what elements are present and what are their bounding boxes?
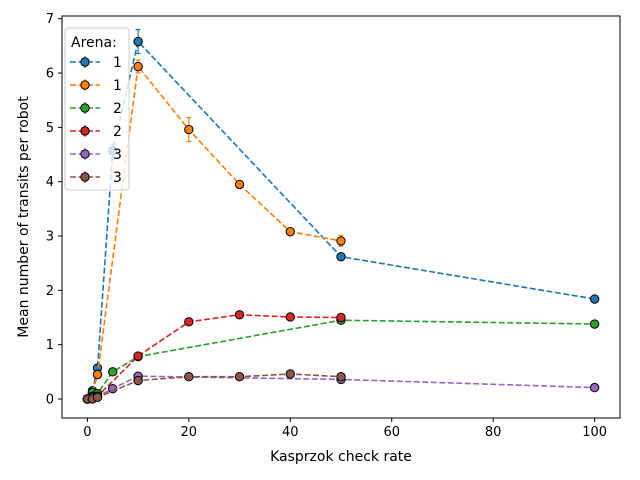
data-point	[108, 367, 118, 377]
x-tick-label: 40	[282, 425, 299, 440]
legend-label: 3	[113, 147, 122, 163]
legend-item: 1	[70, 55, 122, 71]
legend-item: 2	[70, 101, 122, 117]
legend-marker	[80, 80, 90, 90]
data-point	[234, 372, 245, 382]
data-point	[336, 312, 346, 323]
legend: Arena: 1 1 2 2 3 3	[64, 27, 130, 191]
y-axis-label: Mean number of transits per robot	[16, 96, 32, 338]
legend-label: 2	[113, 124, 122, 140]
data-point	[184, 124, 194, 135]
data-point	[285, 369, 295, 379]
legend-label: 3	[113, 170, 122, 186]
data-point	[589, 294, 600, 304]
legend-marker	[80, 172, 90, 182]
legend-label: 1	[113, 78, 122, 94]
x-tick-label: 100	[582, 425, 607, 440]
legend-marker	[80, 103, 90, 113]
y-tick-label: 6	[46, 67, 54, 82]
data-point	[184, 317, 194, 327]
data-point	[336, 372, 346, 382]
data-point	[133, 61, 143, 72]
legend-items: 1 1 2 2 3 3	[70, 55, 122, 186]
data-point	[92, 369, 103, 380]
y-tick-label: 3	[46, 230, 54, 245]
data-point	[285, 226, 295, 237]
legend-title: Arena:	[71, 35, 117, 51]
data-point	[133, 351, 143, 361]
plot-frame	[61, 15, 621, 419]
legend-marker	[80, 149, 90, 159]
legend-marker	[80, 126, 90, 136]
y-tick-label: 2	[46, 284, 54, 299]
data-point	[133, 36, 143, 47]
x-tick-label: 20	[181, 425, 198, 440]
x-axis-label: Kasprzok check rate	[270, 449, 412, 465]
x-tick-label: 0	[83, 425, 91, 440]
y-tick-label: 1	[46, 338, 54, 353]
legend-item: 3	[70, 170, 122, 186]
data-point	[336, 236, 346, 246]
legend-box	[64, 27, 130, 191]
y-tick-label: 4	[46, 175, 54, 190]
data-point	[589, 319, 600, 329]
y-tick-label: 7	[46, 12, 54, 27]
data-point	[336, 251, 346, 262]
y-tick-label: 0	[46, 392, 54, 407]
data-point	[234, 179, 245, 190]
legend-item: 2	[70, 124, 122, 140]
axis-ticks: 0 20 40 60 80 100 0 1 2 3 4 5 6 7	[46, 12, 607, 440]
x-tick-label: 80	[485, 425, 502, 440]
legend-item: 3	[70, 147, 122, 163]
y-tick-label: 5	[46, 121, 54, 136]
series-5	[82, 369, 346, 404]
data-point	[589, 382, 600, 393]
legend-label: 1	[113, 55, 122, 71]
data-point	[133, 375, 143, 386]
x-tick-label: 60	[383, 425, 400, 440]
legend-label: 2	[113, 101, 122, 117]
data-point	[234, 310, 245, 320]
series-line	[86, 313, 342, 400]
legend-item: 1	[70, 78, 122, 94]
data-point	[184, 372, 194, 382]
data-point	[285, 312, 295, 322]
data-point	[92, 392, 103, 403]
legend-marker	[80, 57, 90, 67]
